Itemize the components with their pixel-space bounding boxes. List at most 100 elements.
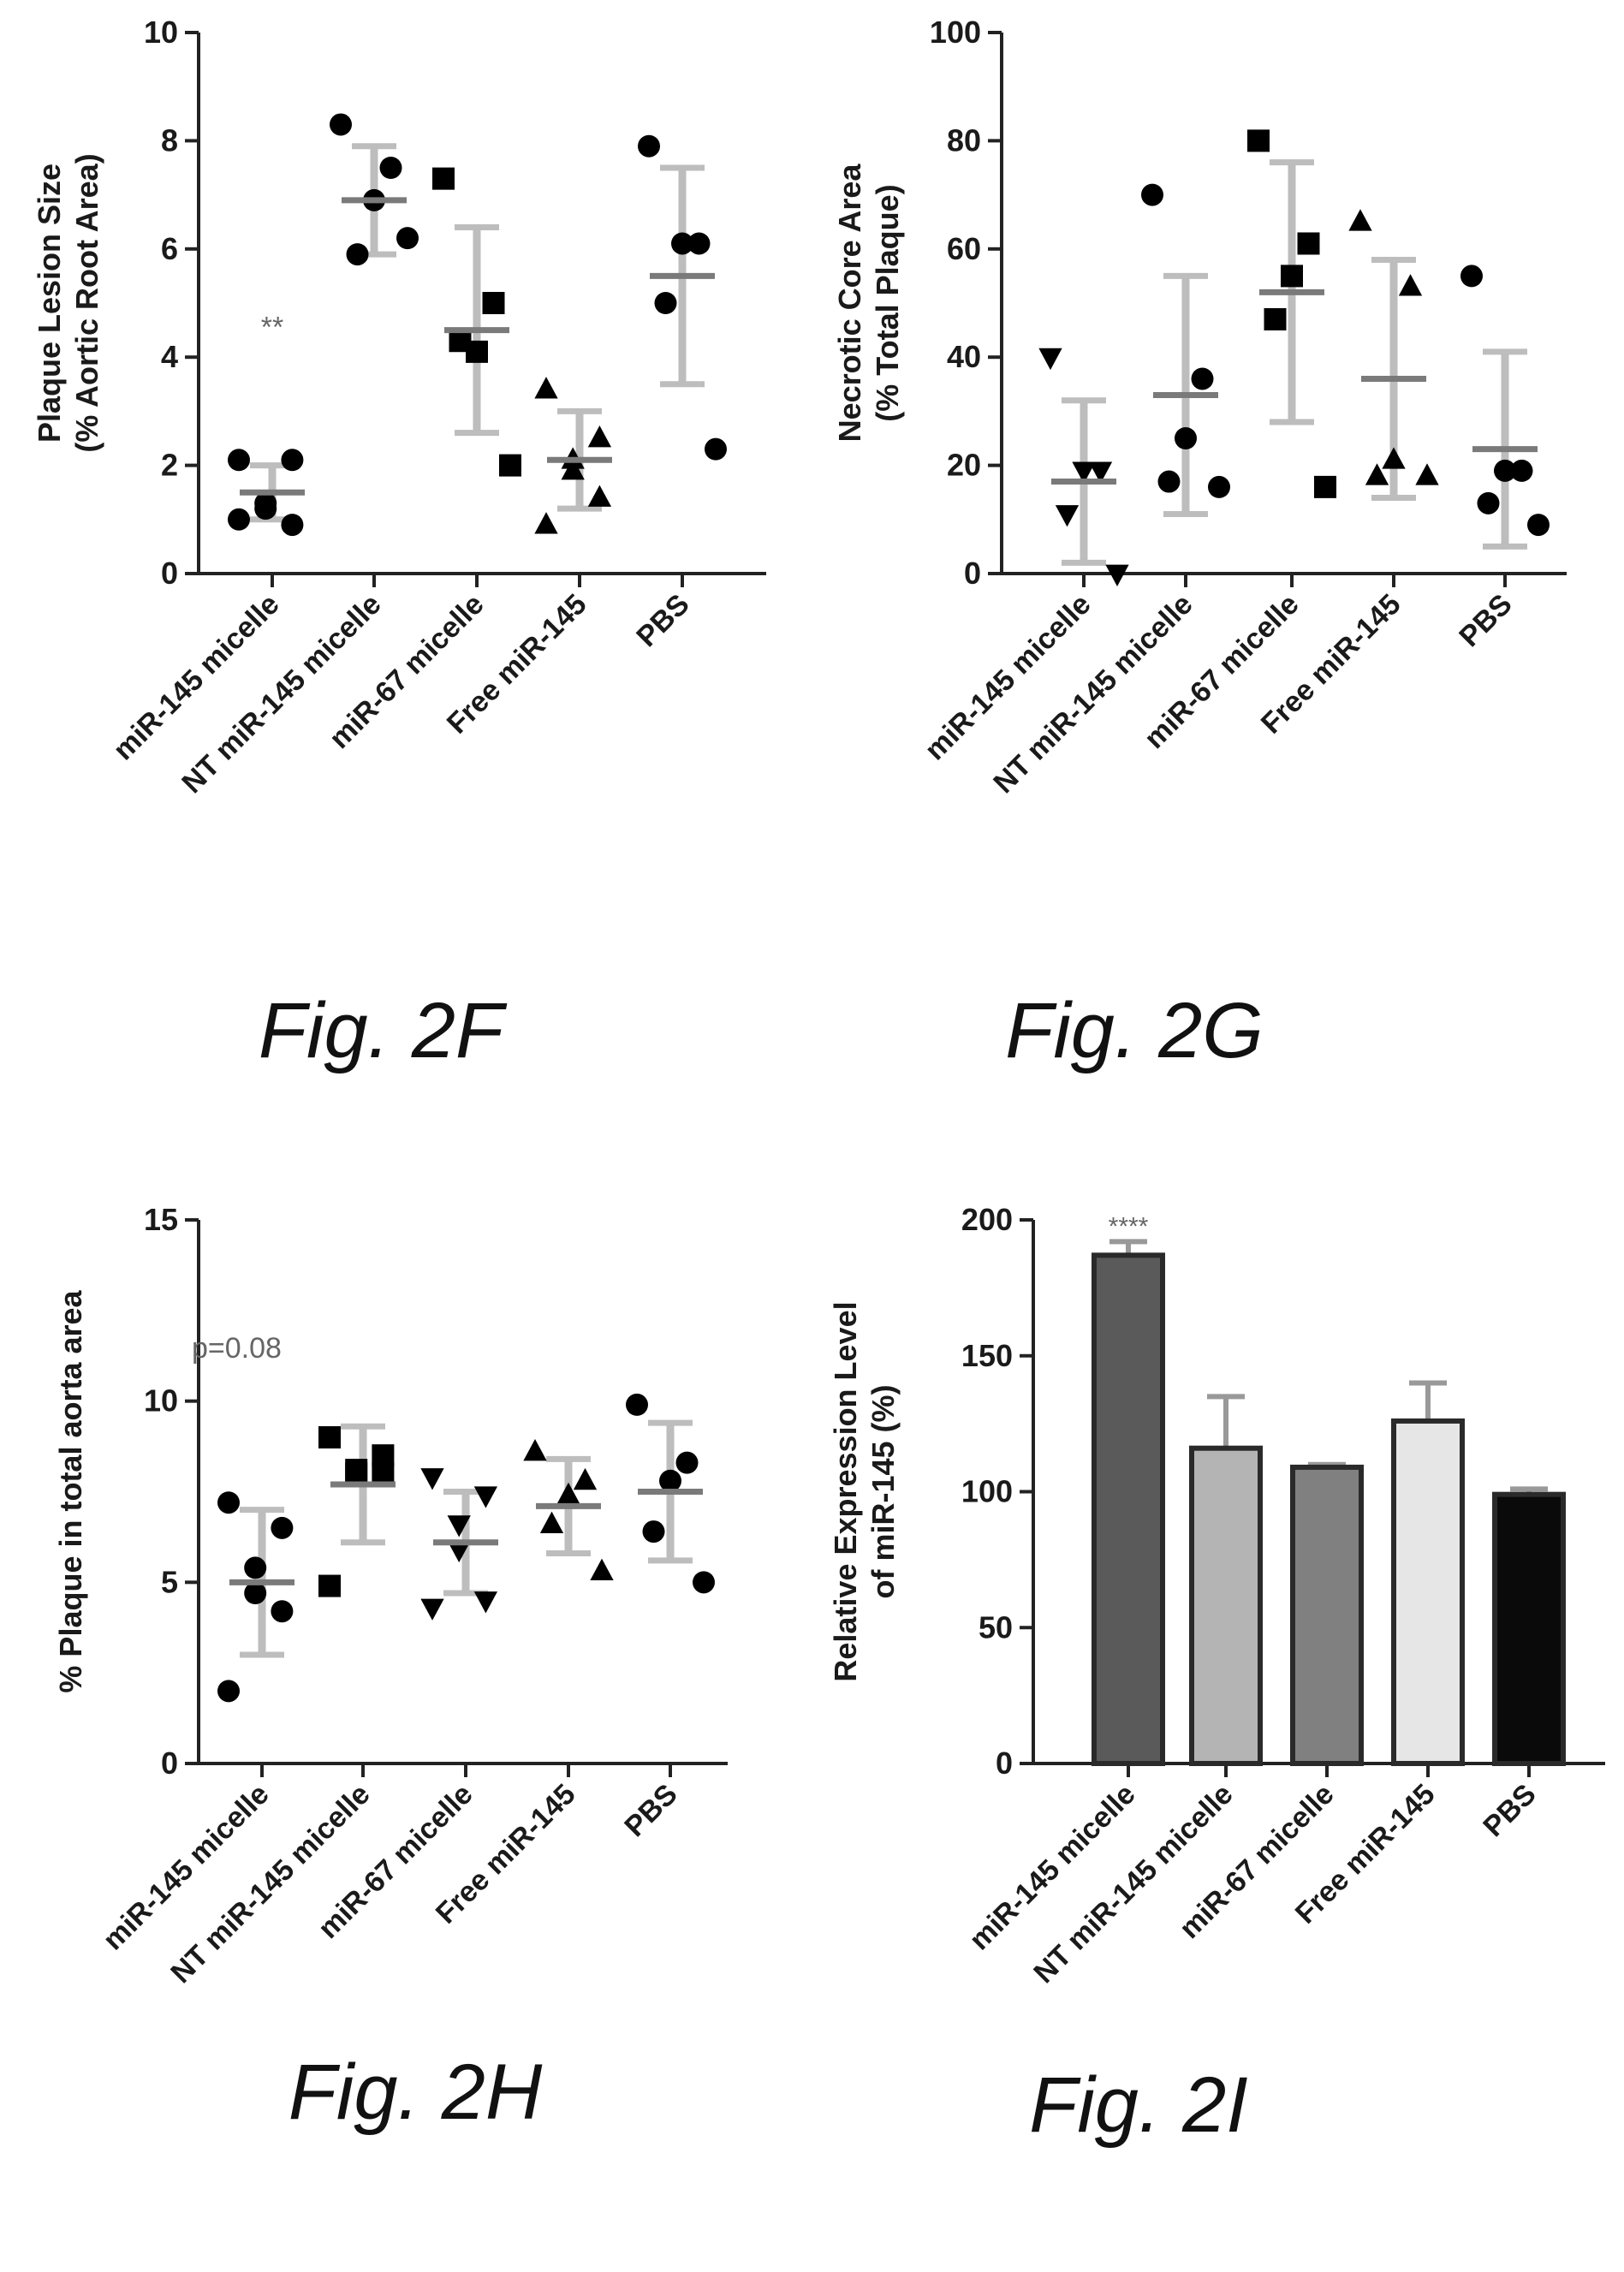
data-point-free-mir-145 xyxy=(590,1558,614,1581)
data-point-free-mir-145 xyxy=(1382,447,1406,469)
data-point-free-mir-145 xyxy=(523,1438,547,1461)
y-tick-label: 15 xyxy=(144,1202,178,1237)
data-point-mir-145-micelle xyxy=(244,1556,267,1579)
data-point-mir-145-micelle xyxy=(1072,461,1096,484)
data-point-mir-67-micelle xyxy=(447,1515,471,1537)
data-point-mir-67-micelle xyxy=(473,1486,498,1508)
y-tick-label: 60 xyxy=(947,231,981,266)
data-point-mir-67-micelle xyxy=(420,1598,444,1621)
x-tick-label-mir-145-micelle: miR-145 micelle xyxy=(97,1778,276,1957)
data-point-mir-145-micelle xyxy=(1088,461,1113,484)
data-point-free-mir-145 xyxy=(1415,463,1439,485)
data-point-mir-145-micelle xyxy=(228,449,250,472)
data-point-free-mir-145 xyxy=(587,425,612,448)
y-tick-label: 4 xyxy=(161,339,178,374)
data-point-pbs xyxy=(705,437,727,461)
data-point-nt-mir-145-micelle xyxy=(1208,475,1230,498)
y-axis-label: (% Total Plaque) xyxy=(870,184,905,421)
x-tick-label-mir-145-micelle: miR-145 micelle xyxy=(963,1778,1142,1957)
data-point-free-mir-145 xyxy=(587,485,612,507)
y-tick-label: 0 xyxy=(161,1746,178,1781)
data-point-free-mir-145 xyxy=(534,377,558,399)
y-tick-label: 5 xyxy=(161,1564,178,1599)
data-point-nt-mir-145-micelle xyxy=(1141,183,1163,206)
p-value-annotation: p=0.08 xyxy=(192,1332,282,1365)
data-point-mir-67-micelle xyxy=(1297,232,1320,255)
data-point-free-mir-145 xyxy=(534,512,558,534)
y-axis-label: of miR-145 (%) xyxy=(866,1384,901,1598)
data-point-mir-145-micelle xyxy=(1105,564,1129,586)
y-tick-label: 10 xyxy=(144,1383,178,1419)
data-point-nt-mir-145-micelle xyxy=(396,227,419,250)
data-point-mir-67-micelle xyxy=(473,1591,498,1614)
data-point-nt-mir-145-micelle xyxy=(346,243,369,266)
y-tick-label: 40 xyxy=(947,339,981,374)
y-tick-label: 8 xyxy=(161,122,178,158)
data-point-mir-67-micelle xyxy=(432,167,455,190)
y-axis-label: Plaque Lesion Size xyxy=(32,164,67,443)
y-tick-label: 80 xyxy=(947,122,981,158)
y-tick-label: 2 xyxy=(161,448,178,483)
data-point-pbs xyxy=(671,232,693,255)
data-point-nt-mir-145-micelle xyxy=(318,1426,341,1448)
data-point-mir-145-micelle xyxy=(217,1491,240,1514)
x-tick-label-nt-mir-145-micelle: NT miR-145 micelle xyxy=(1027,1778,1239,1989)
figure-caption-2i: Fig. 2I xyxy=(1029,2061,1248,2149)
y-tick-label: 50 xyxy=(979,1609,1013,1645)
data-point-free-mir-145 xyxy=(573,1467,598,1490)
data-point-free-mir-145 xyxy=(539,1511,564,1533)
data-point-free-mir-145 xyxy=(556,1482,580,1505)
data-point-pbs xyxy=(626,1393,648,1416)
y-tick-label: 100 xyxy=(930,15,981,50)
data-point-pbs xyxy=(654,292,677,314)
y-tick-label: 10 xyxy=(144,15,178,50)
data-point-nt-mir-145-micelle xyxy=(1191,367,1214,390)
data-point-mir-145-micelle xyxy=(281,514,304,537)
data-point-mir-145-micelle xyxy=(217,1680,240,1703)
data-point-mir-145-micelle xyxy=(254,497,277,520)
x-tick-label-nt-mir-145-micelle: NT miR-145 micelle xyxy=(175,588,387,800)
data-point-mir-67-micelle xyxy=(420,1468,444,1490)
significance-label: **** xyxy=(1109,1212,1149,1240)
data-point-mir-145-micelle xyxy=(281,449,304,472)
y-tick-label: 20 xyxy=(947,448,981,483)
bar-pbs xyxy=(1492,1491,1566,1767)
data-point-nt-mir-145-micelle xyxy=(372,1462,395,1485)
y-axis-label: % Plaque in total aorta area xyxy=(53,1289,88,1692)
data-point-pbs xyxy=(1460,265,1483,288)
data-point-free-mir-145 xyxy=(1398,274,1423,296)
data-point-pbs xyxy=(1477,491,1500,514)
data-point-pbs xyxy=(638,134,660,158)
y-tick-label: 200 xyxy=(961,1202,1013,1237)
bar-mir-145-micelle xyxy=(1092,1252,1165,1766)
x-tick-label-mir-145-micelle: miR-145 micelle xyxy=(107,588,286,767)
x-tick-label-pbs: PBS xyxy=(618,1778,683,1843)
figure-caption-2g: Fig. 2G xyxy=(1005,987,1264,1074)
data-point-mir-145-micelle xyxy=(271,1600,294,1623)
data-point-nt-mir-145-micelle xyxy=(379,157,402,179)
data-point-mir-67-micelle xyxy=(482,292,505,314)
y-axis-label: Necrotic Core Area xyxy=(832,164,867,443)
data-point-nt-mir-145-micelle xyxy=(330,113,352,136)
figure-caption-2h: Fig. 2H xyxy=(289,2049,543,2136)
y-tick-label: 6 xyxy=(161,231,178,266)
data-point-pbs xyxy=(675,1451,699,1474)
x-tick-label-nt-mir-145-micelle: NT miR-145 micelle xyxy=(987,588,1199,800)
y-tick-label: 0 xyxy=(996,1746,1013,1781)
data-point-mir-67-micelle xyxy=(449,330,472,353)
data-point-mir-145-micelle xyxy=(271,1516,294,1539)
bar-nt-mir-145-micelle xyxy=(1189,1445,1263,1766)
data-point-nt-mir-145-micelle xyxy=(1175,427,1197,449)
data-point-mir-67-micelle xyxy=(1247,129,1270,152)
data-point-nt-mir-145-micelle xyxy=(345,1462,368,1485)
data-point-mir-145-micelle xyxy=(228,508,250,531)
y-tick-label: 0 xyxy=(964,556,981,591)
data-point-mir-145-micelle xyxy=(1038,348,1062,371)
data-point-pbs xyxy=(693,1571,715,1594)
data-point-mir-67-micelle xyxy=(1314,475,1336,498)
y-axis-label: Relative Expression Level xyxy=(828,1301,863,1681)
